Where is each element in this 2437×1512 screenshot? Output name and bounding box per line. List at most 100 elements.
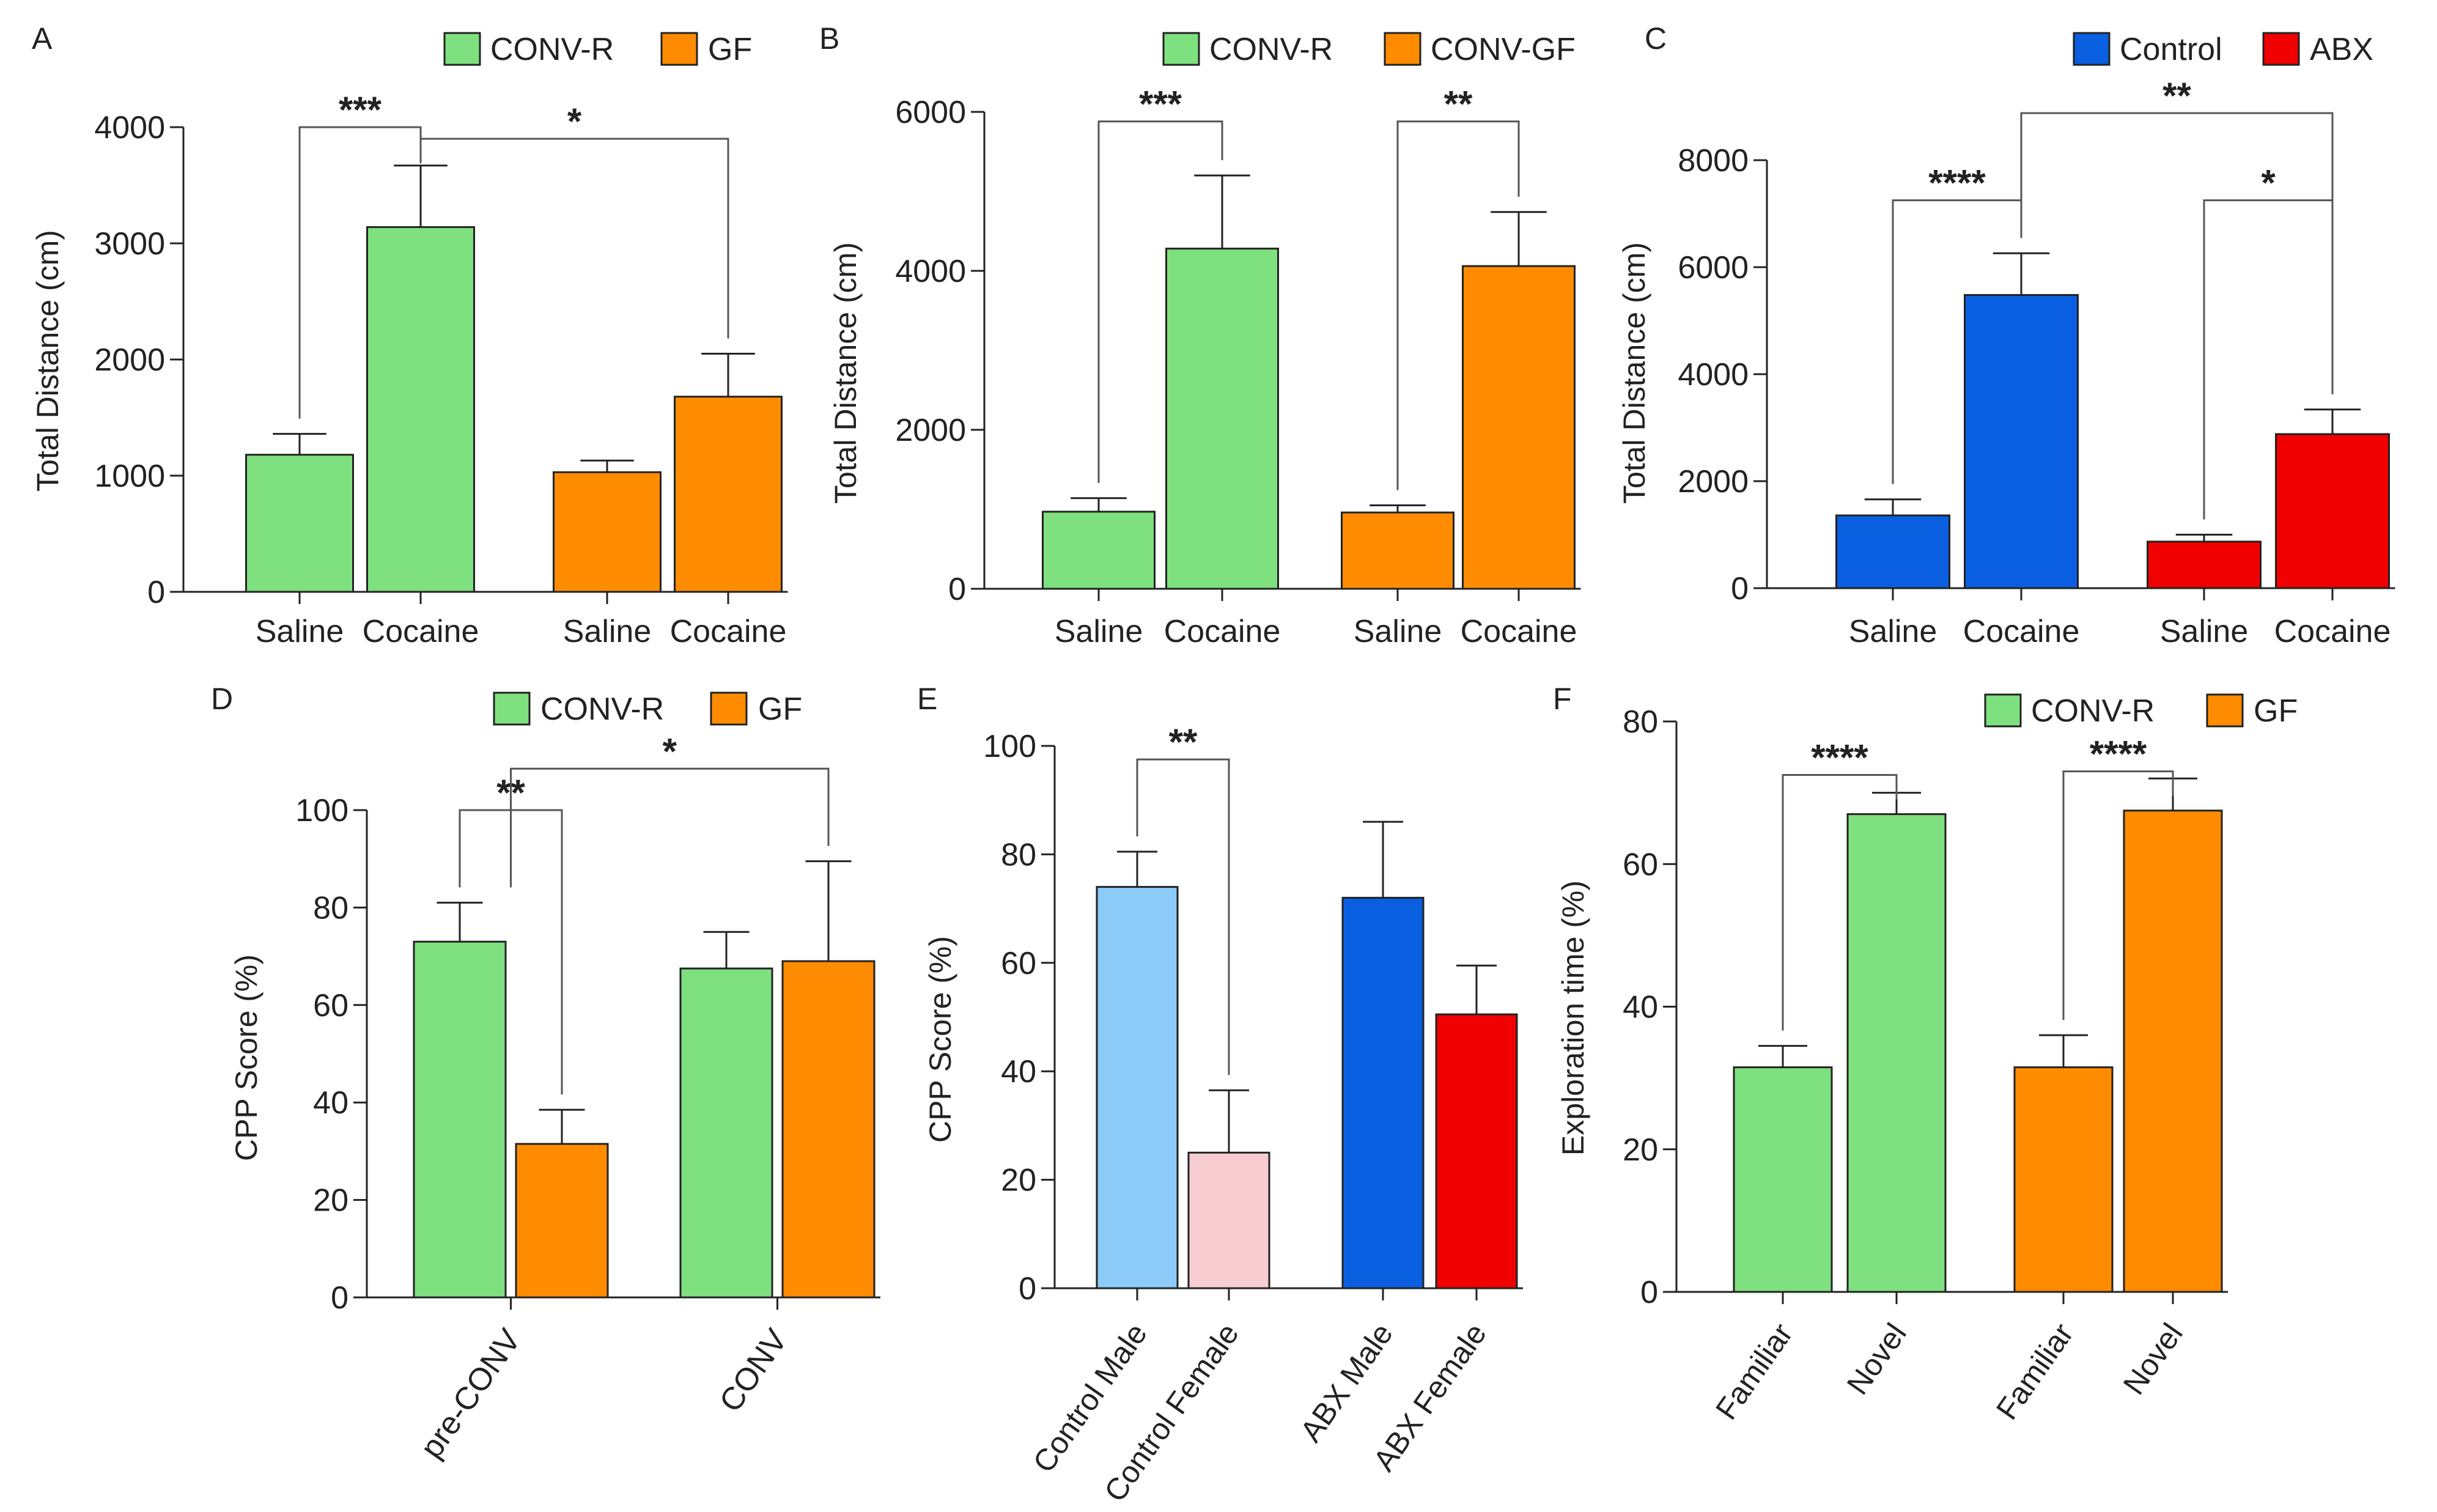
bar — [781, 960, 876, 1299]
y-tick-label: 4000 — [1678, 357, 1749, 393]
legend-label: CONV-R — [540, 691, 664, 727]
legend-swatch — [443, 32, 481, 66]
significance-label: **** — [1811, 737, 1868, 778]
x-tick-label: pre-CONV — [414, 1322, 528, 1464]
significance-label: ** — [2162, 75, 2191, 116]
y-tick-label: 100 — [983, 729, 1036, 764]
x-tick-label: Familiar — [1989, 1317, 2080, 1426]
panel-c-legend: Control ABX — [2073, 32, 2373, 67]
legend-swatch — [1162, 32, 1200, 66]
legend-label: ABX — [2310, 32, 2373, 67]
legend-swatch — [2206, 693, 2244, 728]
y-axis-title: Total Distance (cm) — [31, 230, 65, 492]
y-tick-label: 0 — [1640, 1275, 1658, 1310]
y-tick-label: 20 — [1623, 1132, 1658, 1168]
legend-label: CONV-R — [490, 32, 614, 67]
panel-label-a: A — [32, 21, 53, 56]
legend-swatch — [2073, 32, 2111, 66]
x-tick-label: Novel — [1840, 1317, 1913, 1401]
significance-label: * — [2261, 163, 2276, 204]
bar — [674, 396, 783, 593]
legend-swatch — [710, 691, 748, 726]
legend-label: CONV-R — [2031, 693, 2155, 729]
x-tick-label: Familiar — [1709, 1317, 1799, 1426]
plot-area: 0 1000 2000 3000 4000 Saline Cocaine Saline Coca… — [94, 89, 788, 649]
x-tick-label: Novel — [2117, 1317, 2189, 1401]
x-tick-label: Saline — [1055, 614, 1143, 649]
significance-label: * — [663, 731, 677, 772]
panel-d-legend: CONV-R GF — [493, 691, 802, 727]
y-tick-label: 20 — [313, 1183, 348, 1219]
x-tick-label: ABX Male — [1294, 1317, 1399, 1448]
x-tick-label: Cocaine — [670, 614, 787, 649]
panel-label-c: C — [1645, 21, 1667, 56]
y-tick-label: 0 — [147, 575, 165, 610]
significance-bracket — [1136, 758, 1230, 1075]
x-tick-label: Saline — [1354, 614, 1442, 649]
legend-label: GF — [2254, 693, 2298, 729]
bar — [515, 1143, 609, 1299]
x-tick-label: Cocaine — [1963, 614, 2080, 649]
y-axis-title: Total Distance (cm) — [828, 242, 863, 504]
panel-a: A CONV-R GF Total Distance (cm) 0 1000 200… — [31, 21, 788, 649]
y-tick-label: 80 — [313, 890, 348, 926]
significance-bracket — [1097, 120, 1223, 483]
panel-f-legend: CONV-R GF — [1984, 693, 2298, 729]
y-tick-label: 0 — [1731, 571, 1749, 607]
bar — [1846, 813, 1947, 1293]
bar — [2147, 540, 2262, 589]
y-tick-label: 20 — [1001, 1163, 1036, 1198]
y-tick-label: 2000 — [1678, 464, 1749, 500]
significance-bracket — [2062, 770, 2174, 1020]
bar — [1042, 511, 1156, 590]
legend-swatch — [1384, 32, 1421, 66]
x-tick-label: Saline — [2160, 614, 2249, 649]
significance-bracket — [510, 767, 830, 888]
significance-label: * — [567, 101, 582, 142]
bar — [1733, 1066, 1833, 1293]
y-axis-title: Exploration time (%) — [1556, 880, 1590, 1156]
y-tick-label: 40 — [313, 1085, 348, 1121]
panel-label-b: B — [819, 21, 839, 56]
legend-label: GF — [708, 32, 752, 67]
x-tick-label: Cocaine — [2274, 614, 2391, 649]
y-tick-label: 2000 — [895, 413, 966, 448]
significance-label: **** — [2090, 734, 2147, 775]
y-tick-label: 80 — [1001, 837, 1036, 872]
bar — [1096, 886, 1179, 1289]
significance-bracket — [1396, 120, 1520, 490]
bar — [1435, 1013, 1518, 1289]
significance-label: *** — [339, 89, 382, 130]
y-tick-label: 40 — [1001, 1054, 1036, 1090]
panel-b: B CONV-R CONV-GF Total Distance (cm) 0 20… — [819, 21, 1581, 649]
plot-area: 0 20 40 60 80 Familiar Novel Familiar Novel **** *… — [1623, 704, 2228, 1426]
y-tick-label: 60 — [1001, 946, 1036, 981]
bar — [2013, 1066, 2114, 1293]
bar — [679, 967, 773, 1299]
y-axis-title: Total Distance (cm) — [1617, 242, 1651, 504]
plot-area: 0 2000 4000 6000 8000 Saline Cocaine Saline Coca… — [1678, 75, 2395, 649]
y-tick-label: 2000 — [94, 342, 165, 378]
y-tick-label: 3000 — [94, 226, 165, 262]
legend-label: Control — [2120, 32, 2222, 67]
bar — [366, 226, 475, 593]
x-tick-label: Saline — [1849, 614, 1937, 649]
significance-bracket — [1782, 773, 1898, 1031]
y-tick-label: 100 — [295, 793, 348, 828]
legend-label: CONV-GF — [1431, 32, 1576, 67]
y-tick-label: 6000 — [1678, 250, 1749, 286]
y-tick-label: 0 — [331, 1280, 348, 1316]
y-axis-title: CPP Score (%) — [923, 936, 957, 1143]
bar — [2123, 809, 2223, 1293]
panel-label-d: D — [211, 682, 233, 716]
panel-label-e: E — [917, 682, 937, 716]
y-tick-label: 60 — [1623, 847, 1658, 882]
bar — [1165, 248, 1279, 590]
significance-bracket — [2020, 112, 2334, 394]
significance-bracket — [419, 138, 729, 339]
plot-area: 0 2000 4000 6000 Saline Cocaine Saline Cocaine *… — [895, 84, 1581, 649]
